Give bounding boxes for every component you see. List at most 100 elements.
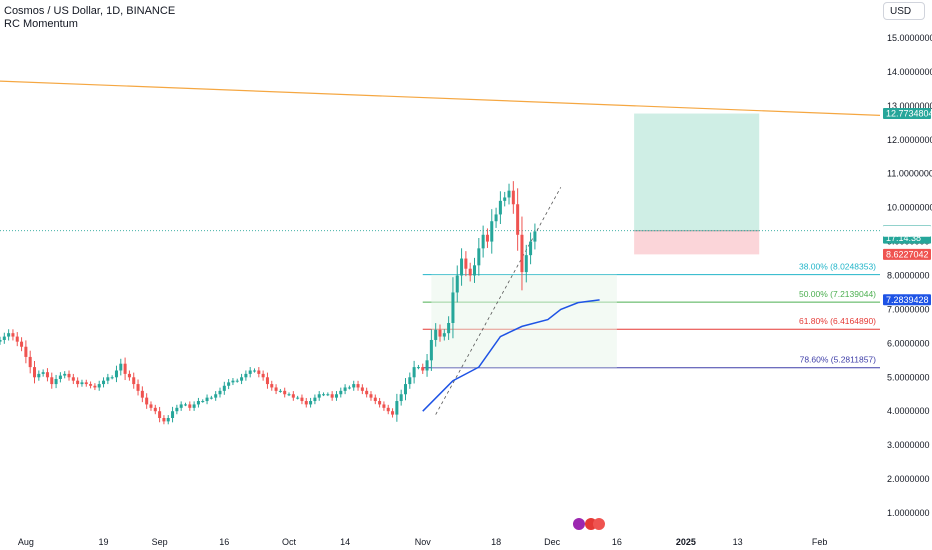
candle-body[interactable] xyxy=(201,401,205,403)
candle-body[interactable] xyxy=(119,363,123,371)
candle-body[interactable] xyxy=(296,397,300,399)
candle-body[interactable] xyxy=(516,204,520,235)
candle-body[interactable] xyxy=(106,377,110,381)
candle-body[interactable] xyxy=(132,377,136,385)
candle-body[interactable] xyxy=(218,390,222,395)
currency-button[interactable]: USD xyxy=(883,2,925,20)
candle-body[interactable] xyxy=(330,394,334,398)
candle-body[interactable] xyxy=(127,373,131,378)
candle-body[interactable] xyxy=(192,404,196,408)
candle-body[interactable] xyxy=(291,394,295,398)
candle-body[interactable] xyxy=(231,380,235,383)
candle-body[interactable] xyxy=(89,384,93,386)
candle-body[interactable] xyxy=(274,387,278,391)
candle-body[interactable] xyxy=(382,404,386,408)
candle-body[interactable] xyxy=(183,404,187,406)
candle-body[interactable] xyxy=(140,390,144,398)
candle-body[interactable] xyxy=(15,336,19,342)
candle-body[interactable] xyxy=(145,397,149,405)
candle-body[interactable] xyxy=(209,397,213,399)
candle-body[interactable] xyxy=(481,234,485,249)
candle-body[interactable] xyxy=(240,377,244,381)
momentum-line[interactable] xyxy=(422,299,600,412)
candle-body[interactable] xyxy=(425,360,429,371)
candle-body[interactable] xyxy=(235,380,239,382)
candle-body[interactable] xyxy=(464,258,468,269)
candle-body[interactable] xyxy=(149,404,153,408)
candle-body[interactable] xyxy=(408,377,412,385)
candle-body[interactable] xyxy=(373,397,377,402)
candle-body[interactable] xyxy=(58,375,62,379)
candle-body[interactable] xyxy=(356,384,360,388)
candle-body[interactable] xyxy=(45,372,49,378)
candle-body[interactable] xyxy=(166,418,170,422)
candle-body[interactable] xyxy=(67,373,71,378)
candle-body[interactable] xyxy=(33,367,37,378)
candle-body[interactable] xyxy=(265,377,269,385)
candle-body[interactable] xyxy=(412,367,416,378)
candle-body[interactable] xyxy=(378,401,382,405)
candle-body[interactable] xyxy=(110,377,114,379)
candle-body[interactable] xyxy=(524,255,528,273)
candle-body[interactable] xyxy=(136,384,140,391)
candle-body[interactable] xyxy=(37,373,41,378)
candle-body[interactable] xyxy=(214,394,218,398)
candle-body[interactable] xyxy=(7,333,11,337)
candle-body[interactable] xyxy=(468,268,472,276)
candle-body[interactable] xyxy=(222,385,226,391)
candle-body[interactable] xyxy=(24,346,28,357)
candle-body[interactable] xyxy=(438,329,442,337)
candle-body[interactable] xyxy=(494,214,498,222)
candle-body[interactable] xyxy=(179,404,183,408)
candle-body[interactable] xyxy=(114,370,118,378)
candle-body[interactable] xyxy=(511,190,515,205)
candle-body[interactable] xyxy=(278,390,282,392)
candle-body[interactable] xyxy=(28,356,32,368)
candle-body[interactable] xyxy=(391,411,395,415)
candle-body[interactable] xyxy=(429,339,433,361)
trendline[interactable] xyxy=(0,80,881,116)
candle-body[interactable] xyxy=(270,384,274,388)
candle-body[interactable] xyxy=(352,384,356,388)
candle-body[interactable] xyxy=(434,329,438,340)
candle-body[interactable] xyxy=(20,341,24,347)
candle-body[interactable] xyxy=(326,394,330,396)
candle-body[interactable] xyxy=(287,394,291,396)
us-flag-icon[interactable] xyxy=(592,518,605,530)
candle-body[interactable] xyxy=(248,370,252,374)
candle-body[interactable] xyxy=(490,221,494,242)
candle-body[interactable] xyxy=(313,397,317,402)
candle-body[interactable] xyxy=(11,333,15,337)
candle-body[interactable] xyxy=(498,200,502,215)
candle-body[interactable] xyxy=(455,275,459,293)
candle-body[interactable] xyxy=(477,248,481,266)
candle-body[interactable] xyxy=(421,367,425,371)
candle-body[interactable] xyxy=(365,390,369,395)
candle-body[interactable] xyxy=(334,394,338,398)
candle-body[interactable] xyxy=(533,231,537,242)
candle-body[interactable] xyxy=(304,401,308,405)
candle-body[interactable] xyxy=(80,382,84,385)
candle-body[interactable] xyxy=(41,372,45,374)
candle-body[interactable] xyxy=(244,373,248,378)
candle-body[interactable] xyxy=(520,234,524,273)
candle-body[interactable] xyxy=(123,363,127,374)
candle-body[interactable] xyxy=(473,265,477,276)
candle-body[interactable] xyxy=(451,292,455,323)
candle-body[interactable] xyxy=(63,373,67,376)
candle-body[interactable] xyxy=(50,377,54,385)
candle-body[interactable] xyxy=(153,407,157,412)
candle-body[interactable] xyxy=(309,401,313,405)
candle-body[interactable] xyxy=(347,387,351,389)
candle-body[interactable] xyxy=(460,258,464,276)
stop-zone[interactable] xyxy=(634,230,760,255)
candle-body[interactable] xyxy=(317,394,321,398)
candle-body[interactable] xyxy=(171,411,175,418)
candle-body[interactable] xyxy=(253,370,257,372)
candle-body[interactable] xyxy=(529,241,533,256)
candle-body[interactable] xyxy=(84,382,88,385)
lightning-icon[interactable] xyxy=(572,518,585,530)
candle-body[interactable] xyxy=(343,387,347,391)
candle-body[interactable] xyxy=(403,384,407,395)
candle-body[interactable] xyxy=(175,407,179,412)
